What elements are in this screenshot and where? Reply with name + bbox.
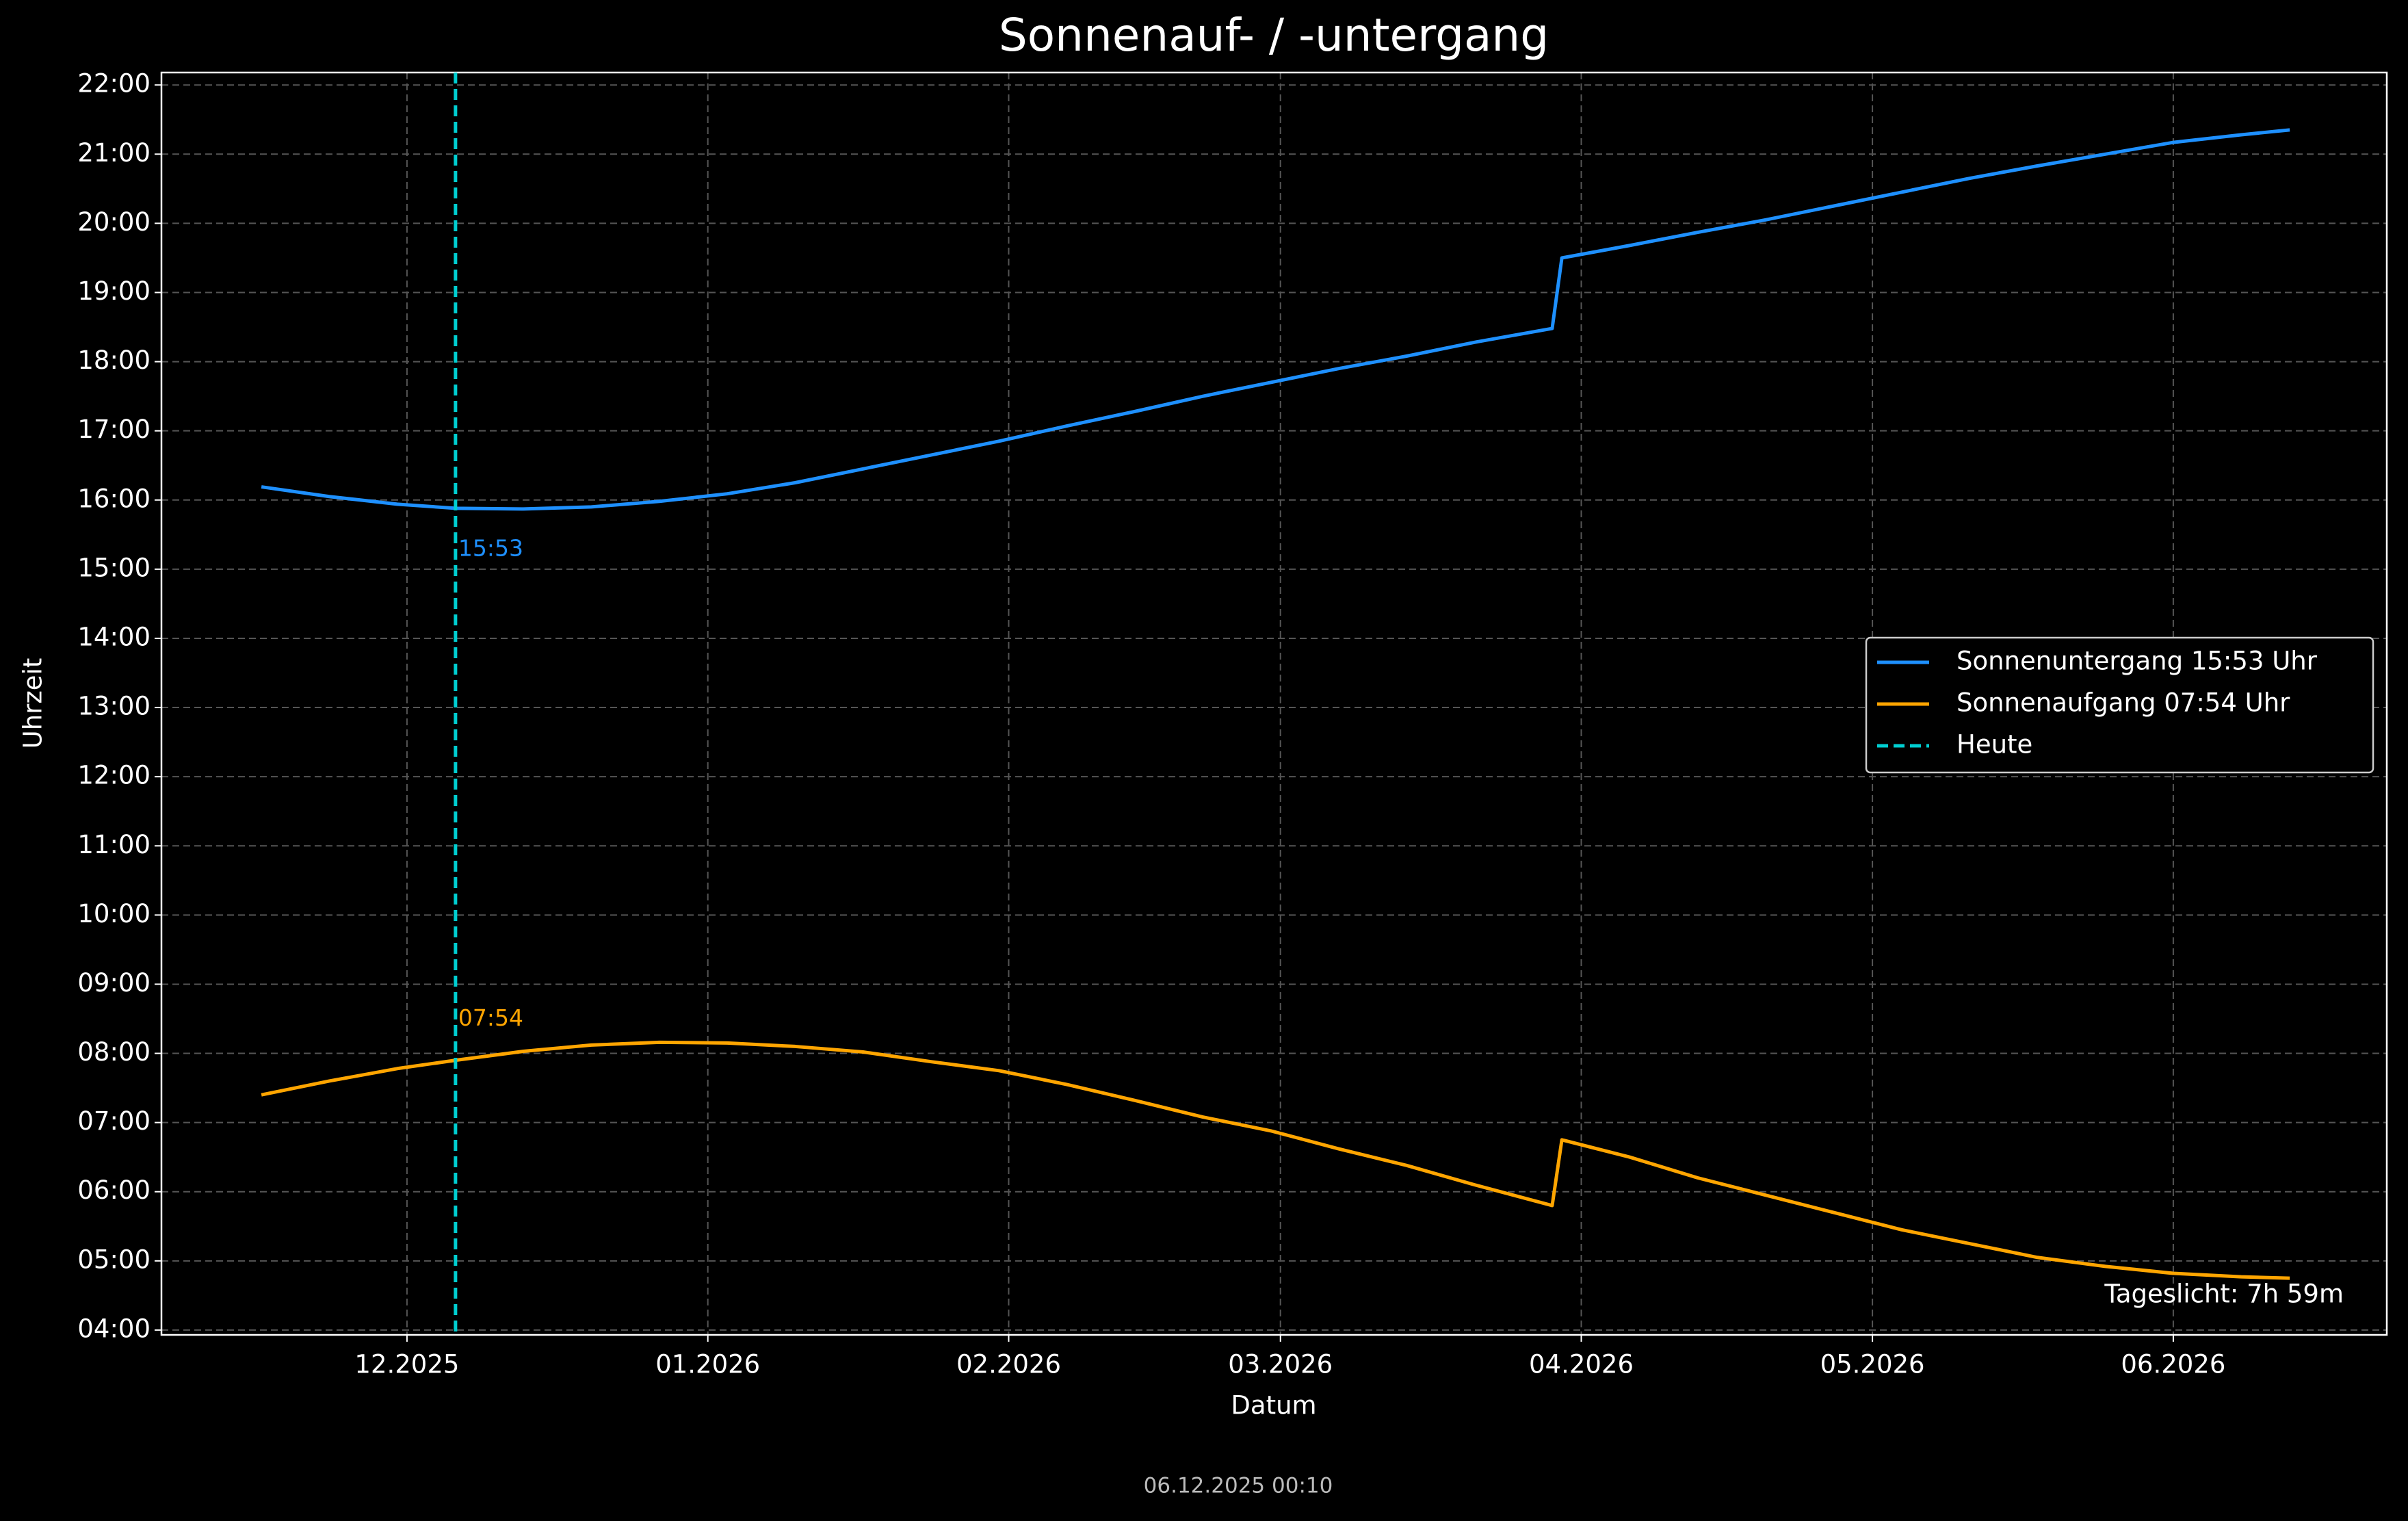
series-line — [261, 128, 2290, 511]
y-tick-label: 20:00 — [77, 207, 150, 237]
y-tick-label: 11:00 — [77, 830, 150, 859]
y-tick-label: 10:00 — [77, 899, 150, 928]
y-tick-label: 18:00 — [77, 346, 150, 375]
y-tick-label: 08:00 — [77, 1037, 150, 1067]
y-tick-label: 12:00 — [77, 761, 150, 790]
legend-box — [1865, 636, 2374, 774]
legend-label: Sonnenuntergang 15:53 Uhr — [1956, 647, 2318, 676]
y-tick-label: 15:00 — [77, 553, 150, 582]
y-tick-label: 06:00 — [77, 1175, 150, 1205]
x-tick-label: 05.2026 — [1820, 1350, 1925, 1379]
series-line — [261, 1040, 2290, 1280]
y-tick-label: 04:00 — [77, 1314, 150, 1343]
daylight-note: Tageslicht: 7h 59m — [2104, 1279, 2344, 1309]
y-axis-label: Uhrzeit — [18, 658, 48, 749]
y-tick-label: 05:00 — [77, 1245, 150, 1274]
y-tick-label: 09:00 — [77, 968, 150, 998]
x-tick-label: 12.2025 — [354, 1350, 459, 1379]
y-tick-label: 07:00 — [77, 1106, 150, 1136]
y-tick-label: 17:00 — [77, 415, 150, 444]
annotation: 07:54 — [458, 1004, 523, 1031]
footer: 06.12.2025 00:10 — [1144, 1474, 1333, 1498]
x-axis-label: Datum — [1231, 1391, 1316, 1420]
annotation: 15:53 — [458, 534, 523, 561]
x-tick-label: 02.2026 — [956, 1350, 1061, 1379]
y-tick-label: 14:00 — [77, 622, 150, 651]
y-tick-label: 13:00 — [77, 692, 150, 721]
y-tick-label: 19:00 — [77, 276, 150, 306]
x-tick-label: 04.2026 — [1529, 1350, 1634, 1379]
x-tick-label: 01.2026 — [655, 1350, 760, 1379]
legend-label: Heute — [1956, 730, 2032, 759]
y-tick-label: 21:00 — [77, 138, 150, 168]
plot-frame — [160, 71, 2388, 1336]
y-tick-label: 16:00 — [77, 484, 150, 513]
legend-label: Sonnenaufgang 07:54 Uhr — [1956, 688, 2290, 718]
x-tick-label: 06.2026 — [2121, 1350, 2225, 1379]
y-tick-label: 22:00 — [77, 69, 150, 99]
x-tick-label: 03.2026 — [1228, 1350, 1333, 1379]
chart-title: Sonnenauf- / -untergang — [999, 9, 1549, 62]
